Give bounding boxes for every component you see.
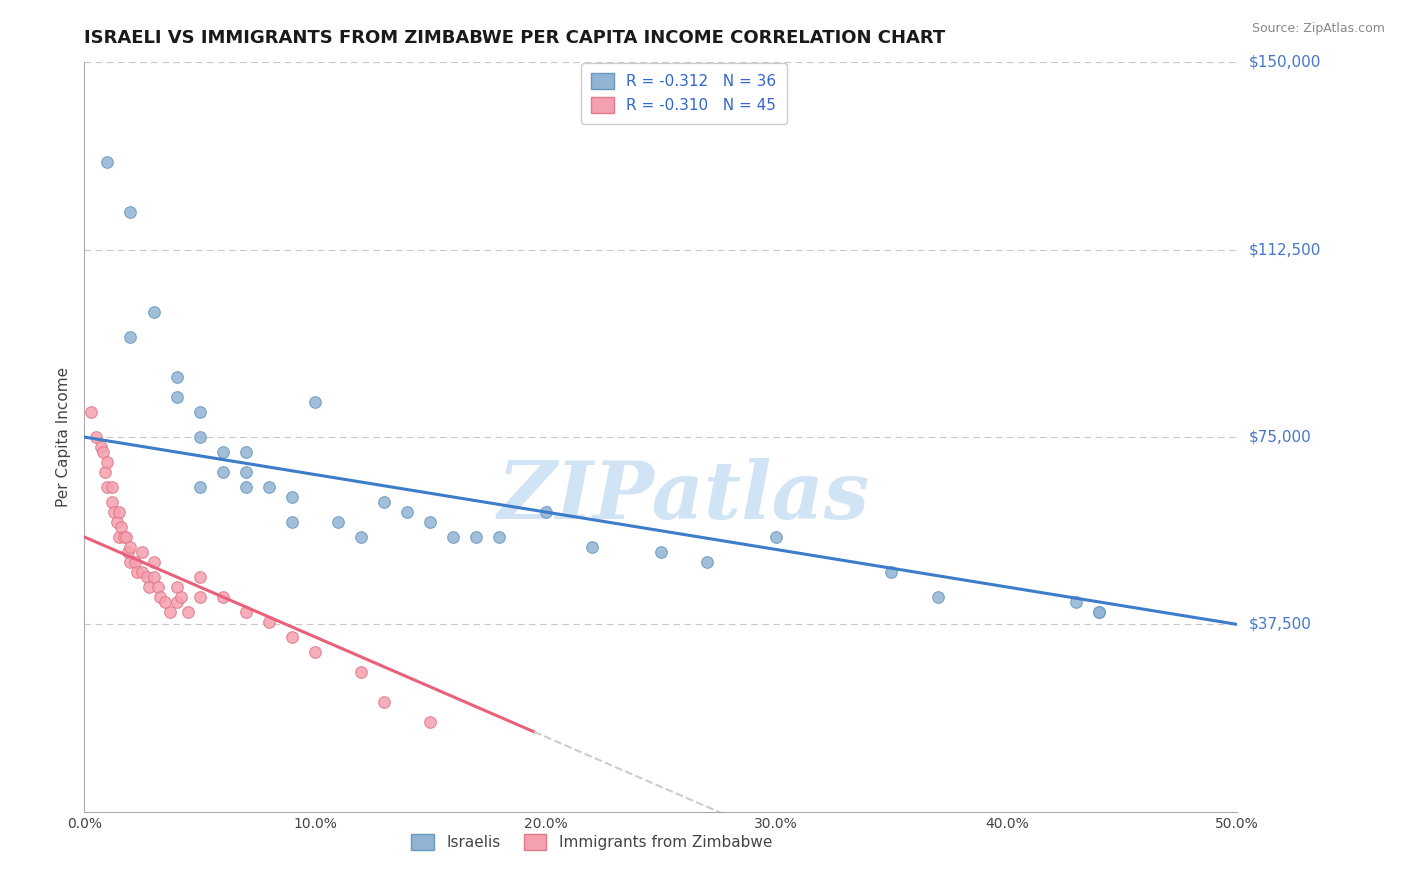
Text: $75,000: $75,000 [1249, 430, 1312, 444]
Point [1088, 605, 1111, 619]
Point [149, 590, 172, 604]
Point [188, 480, 211, 494]
Point [1088, 605, 1111, 619]
Point [257, 480, 280, 494]
Point [94, 465, 117, 479]
Point [170, 590, 193, 604]
Point [281, 515, 304, 529]
Point [142, 305, 165, 319]
Point [110, 520, 132, 534]
Point [188, 430, 211, 444]
Point [89, 440, 111, 454]
Point [135, 570, 157, 584]
Point [465, 530, 488, 544]
Point [211, 465, 233, 479]
Text: ZIPatlas: ZIPatlas [498, 458, 870, 536]
Legend: Israelis, Immigrants from Zimbabwe: Israelis, Immigrants from Zimbabwe [405, 829, 778, 856]
Point [281, 630, 304, 644]
Point [235, 605, 257, 619]
Point [142, 555, 165, 569]
Point [650, 545, 672, 559]
Point [419, 515, 441, 529]
Point [350, 665, 373, 679]
Point [166, 580, 188, 594]
Point [131, 565, 153, 579]
Point [108, 530, 131, 544]
Point [188, 590, 211, 604]
Point [880, 565, 903, 579]
Point [534, 505, 557, 519]
Point [120, 330, 142, 344]
Point [488, 530, 510, 544]
Point [419, 714, 441, 729]
Point [108, 505, 131, 519]
Point [80, 405, 103, 419]
Point [153, 595, 176, 609]
Point [91, 445, 114, 459]
Point [373, 695, 395, 709]
Point [120, 540, 142, 554]
Point [581, 540, 603, 554]
Point [166, 370, 188, 384]
Point [166, 595, 188, 609]
Point [927, 590, 949, 604]
Point [1064, 595, 1087, 609]
Text: Source: ZipAtlas.com: Source: ZipAtlas.com [1251, 22, 1385, 36]
Point [350, 530, 373, 544]
Point [235, 480, 257, 494]
Point [115, 530, 138, 544]
Point [304, 395, 326, 409]
Point [373, 495, 395, 509]
Point [127, 565, 149, 579]
Point [188, 570, 211, 584]
Point [101, 495, 124, 509]
Point [117, 545, 139, 559]
Point [120, 555, 142, 569]
Point [138, 580, 160, 594]
Point [124, 555, 146, 569]
Point [235, 445, 257, 459]
Point [257, 615, 280, 629]
Point [146, 580, 169, 594]
Text: $37,500: $37,500 [1249, 617, 1312, 632]
Text: $150,000: $150,000 [1249, 55, 1320, 70]
Point [96, 155, 118, 169]
Text: ISRAELI VS IMMIGRANTS FROM ZIMBABWE PER CAPITA INCOME CORRELATION CHART: ISRAELI VS IMMIGRANTS FROM ZIMBABWE PER … [84, 29, 946, 47]
Point [765, 530, 787, 544]
Point [235, 465, 257, 479]
Point [96, 480, 118, 494]
Point [304, 645, 326, 659]
Text: $112,500: $112,500 [1249, 243, 1320, 257]
Point [326, 515, 349, 529]
Point [441, 530, 464, 544]
Point [159, 605, 181, 619]
Point [105, 515, 128, 529]
Point [131, 545, 153, 559]
Point [103, 505, 125, 519]
Point [142, 570, 165, 584]
Point [281, 490, 304, 504]
Point [211, 445, 233, 459]
Point [84, 430, 107, 444]
Point [188, 405, 211, 419]
Point [696, 555, 718, 569]
Point [396, 505, 419, 519]
Point [211, 590, 233, 604]
Y-axis label: Per Capita Income: Per Capita Income [56, 367, 72, 508]
Point [112, 530, 135, 544]
Point [166, 390, 188, 404]
Point [101, 480, 124, 494]
Point [120, 205, 142, 219]
Point [96, 455, 118, 469]
Point [177, 605, 200, 619]
